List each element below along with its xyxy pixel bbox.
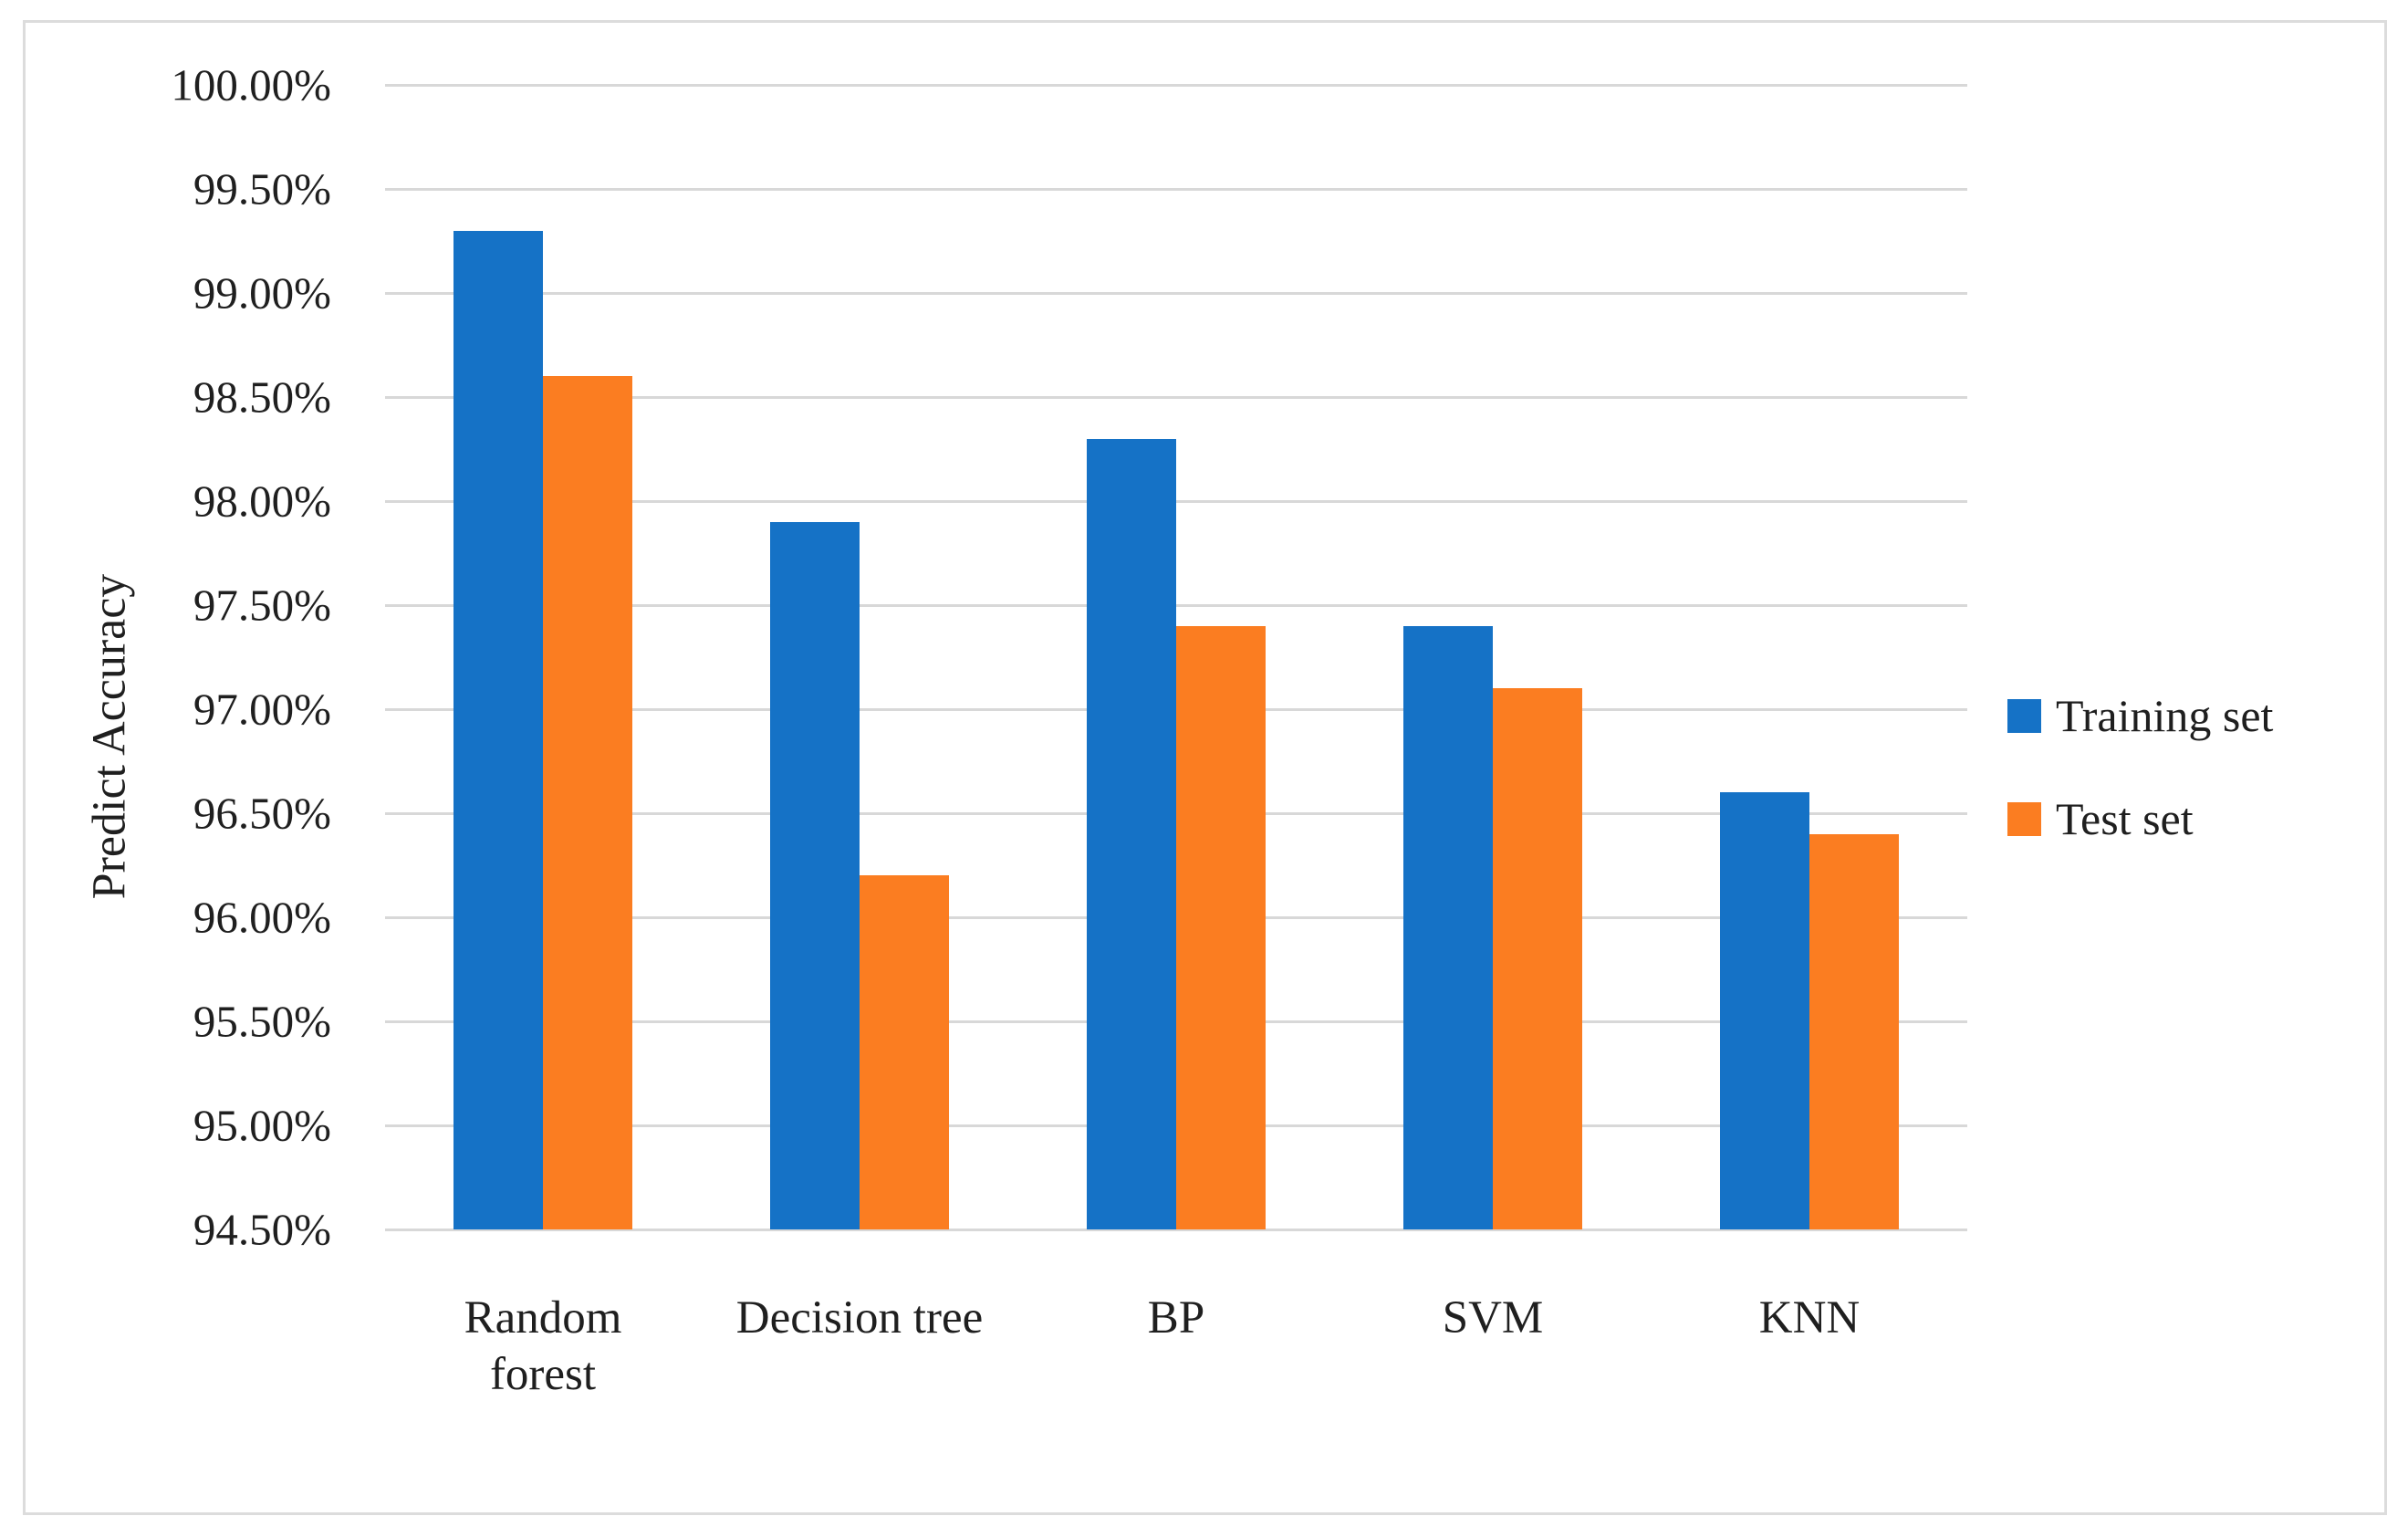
chart-frame [23, 20, 2387, 1515]
